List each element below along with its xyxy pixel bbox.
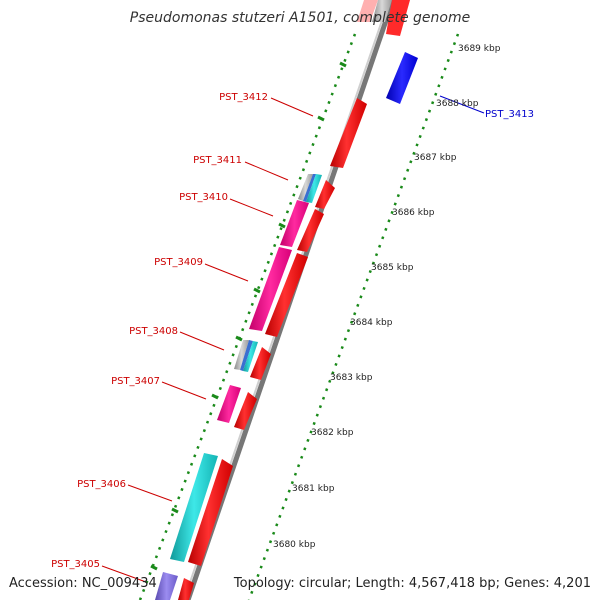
leader-pst-3407 (161, 381, 207, 400)
gene-feature-top-gray (372, 0, 392, 22)
gene-feature-pst-3411-gray (298, 174, 313, 201)
gene-label-pst-3411[interactable]: PST_3411 (193, 155, 242, 166)
leader-pst-3412 (270, 97, 314, 117)
gene-feature-pst-3410-red[interactable] (297, 209, 324, 252)
kbp-label: 3680 kbp (273, 540, 316, 550)
gene-label-pst-3406[interactable]: PST_3406 (77, 479, 126, 490)
leader-pst-3410 (229, 198, 274, 217)
inner-tick-ring (138, 33, 357, 600)
gene-feature-pst-3409-red[interactable] (265, 253, 308, 337)
gene-label-pst-3408[interactable]: PST_3408 (129, 326, 178, 337)
kbp-label: 3684 kbp (350, 318, 393, 328)
gene-feature-pst-3405-purple[interactable] (155, 572, 178, 600)
gene-name-labels: PST_3413 PST_3412 PST_3411 PST_3410 PST_… (51, 92, 534, 570)
kbp-label: 3683 kbp (330, 373, 373, 383)
gene-feature-pst-3410-magenta[interactable] (280, 200, 309, 247)
inner-ring-dashes (150, 61, 347, 571)
gene-feature-pst-3407-magenta[interactable] (217, 385, 241, 423)
gene-features (155, 0, 418, 600)
gene-label-pst-3405[interactable]: PST_3405 (51, 559, 100, 570)
kbp-label: 3686 kbp (392, 208, 435, 218)
leader-pst-3409 (204, 263, 249, 282)
gene-feature-pst-3407-red[interactable] (234, 392, 257, 430)
outer-tick-ring (247, 33, 460, 600)
kbp-label: 3685 kbp (371, 263, 414, 273)
gene-feature-pst-3405-red[interactable] (178, 578, 194, 600)
gene-feature-top-pink (357, 0, 378, 22)
gene-feature-pst-3411-blue (303, 174, 316, 202)
gene-feature-pst-3406-cyan[interactable] (170, 453, 218, 562)
gene-feature-top-red-small (386, 0, 410, 36)
leader-pst-3408 (179, 331, 225, 351)
gene-feature-pst-3413[interactable] (386, 52, 418, 104)
kbp-label: 3687 kbp (414, 153, 457, 163)
leader-pst-3406 (127, 484, 173, 502)
gene-feature-pst-3408-blue (240, 340, 253, 371)
map-title: Pseudomonas stutzeri A1501, complete gen… (130, 10, 470, 26)
gene-feature-pst-3411-cyan (306, 174, 322, 203)
gene-feature-pst-3408-gray (234, 340, 249, 370)
kbp-tick-labels: 3689 kbp 3688 kbp 3687 kbp 3686 kbp 3685… (273, 44, 501, 550)
kbp-label: 3682 kbp (311, 428, 354, 438)
gene-feature-pst-3411-red[interactable] (315, 180, 335, 209)
gene-feature-pst-3408-cyan (243, 341, 258, 372)
kbp-label: 3688 kbp (436, 99, 479, 109)
gene-feature-pst-3406-red[interactable] (188, 459, 233, 566)
gene-label-pst-3407[interactable]: PST_3407 (111, 376, 160, 387)
leader-pst-3405 (101, 565, 147, 583)
gene-label-leaders (101, 95, 485, 583)
gene-feature-pst-3412[interactable] (330, 98, 367, 168)
leader-pst-3411 (244, 161, 289, 181)
accession-text: Accession: NC_009434 (9, 576, 157, 591)
leader-pst-3413 (439, 95, 485, 114)
gene-label-pst-3413[interactable]: PST_3413 (485, 109, 534, 120)
gene-label-pst-3412[interactable]: PST_3412 (219, 92, 268, 103)
kbp-label: 3689 kbp (458, 44, 501, 54)
gene-label-pst-3409[interactable]: PST_3409 (154, 257, 203, 268)
gene-feature-pst-3408-red[interactable] (250, 347, 271, 380)
kbp-label: 3681 kbp (292, 484, 335, 494)
genome-summary-text: Topology: circular; Length: 4,567,418 bp… (233, 576, 591, 591)
gene-label-pst-3410[interactable]: PST_3410 (179, 192, 228, 203)
gene-feature-pst-3409-magenta[interactable] (249, 247, 292, 331)
